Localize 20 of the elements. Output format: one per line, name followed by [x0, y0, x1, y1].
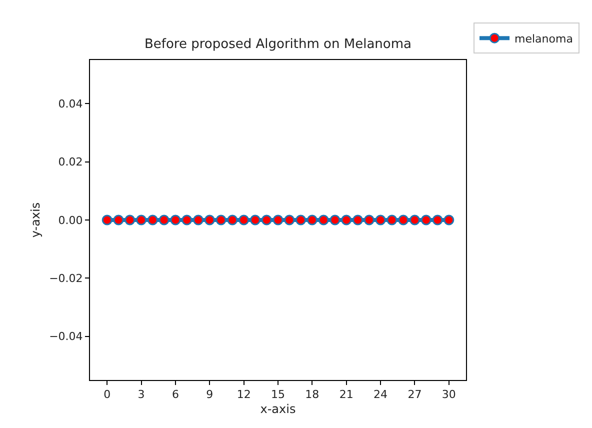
y-tick-label: 0.04 — [58, 97, 83, 110]
x-tick-label: 12 — [236, 388, 251, 402]
y-tick-label: 0.00 — [58, 214, 83, 227]
x-tick-label: 15 — [271, 388, 285, 402]
chart-title: Before proposed Algorithm on Melanoma — [144, 37, 412, 52]
x-tick-label: 30 — [442, 388, 456, 402]
x-tick-label: 21 — [339, 388, 354, 402]
x-tick-label: 27 — [408, 388, 422, 402]
legend-label: melanoma — [514, 32, 573, 46]
y-axis-title: y-axis — [28, 202, 42, 238]
x-tick-label: 18 — [305, 388, 320, 402]
x-tick-label: 3 — [138, 388, 145, 402]
x-tick-label: 0 — [104, 388, 111, 402]
y-tick-label: −0.04 — [49, 330, 83, 344]
x-tick-label: 9 — [206, 388, 214, 402]
x-tick-label: 6 — [172, 388, 179, 402]
x-axis-title: x-axis — [260, 402, 296, 416]
x-tick-label: 24 — [374, 388, 388, 402]
y-tick-label: 0.02 — [58, 156, 83, 169]
y-tick-label: −0.02 — [49, 272, 83, 286]
